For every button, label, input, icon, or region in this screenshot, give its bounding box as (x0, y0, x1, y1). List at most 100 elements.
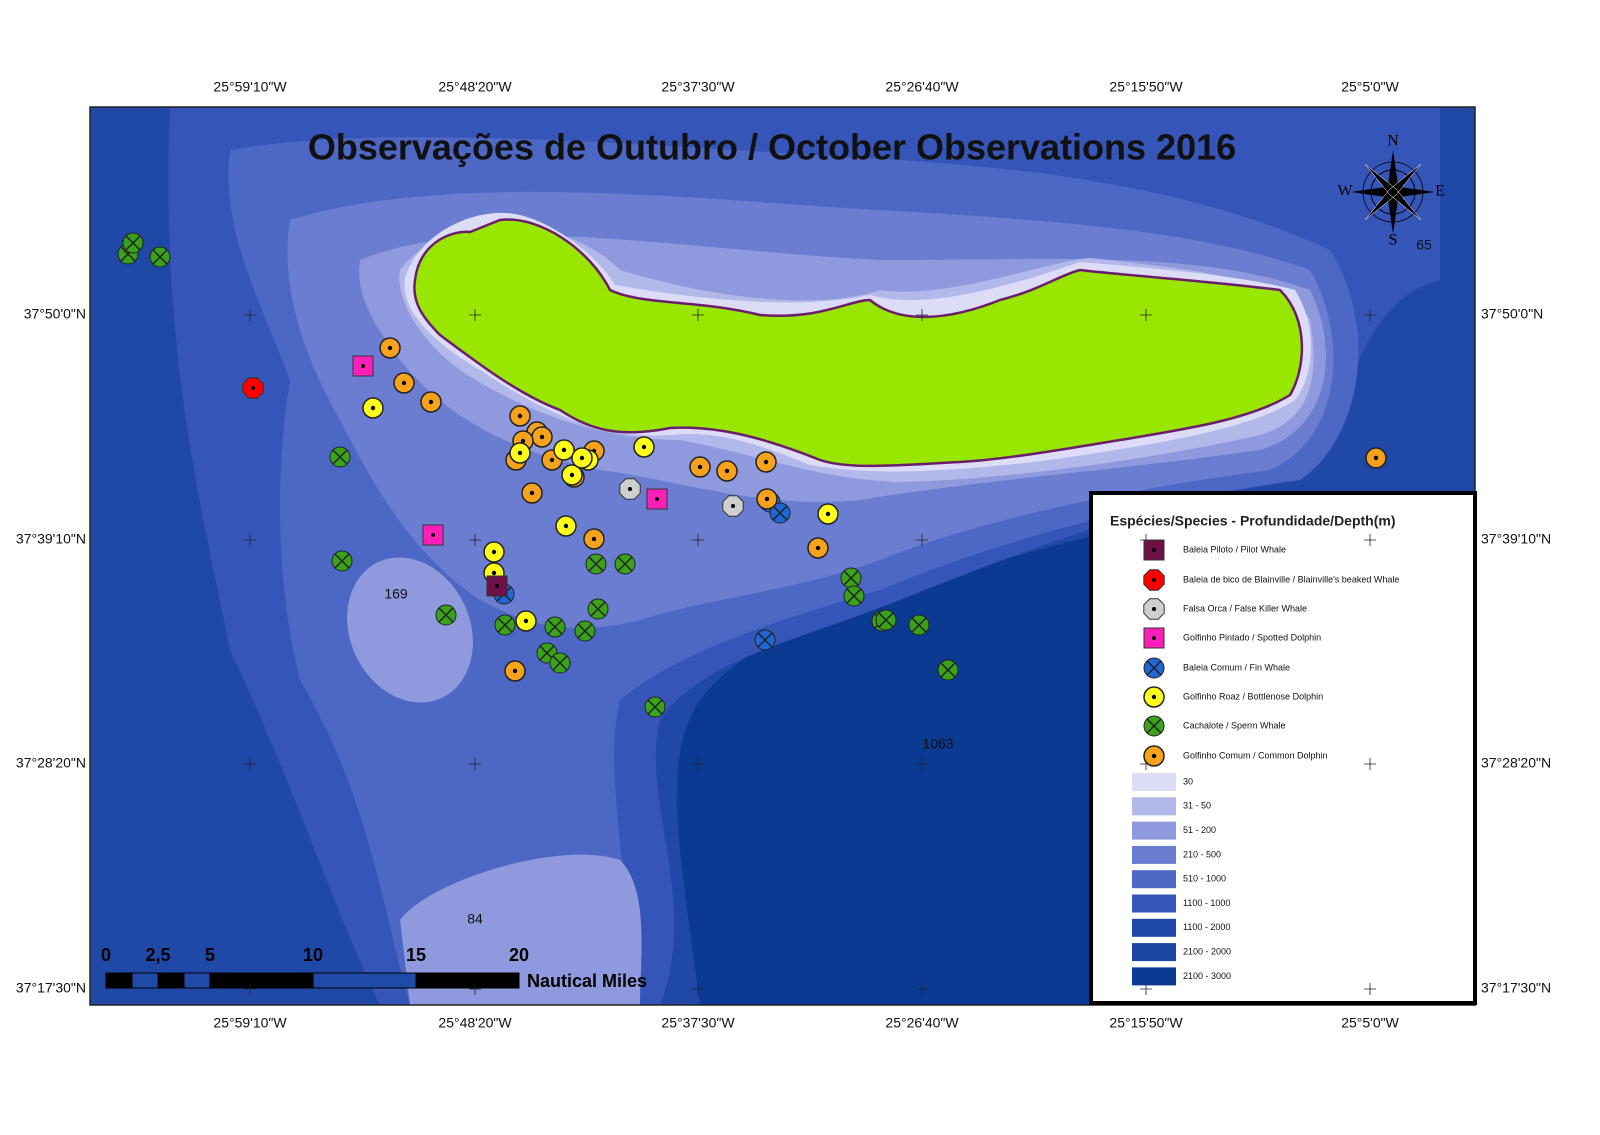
marker (825, 511, 831, 517)
legend-depth-swatch (1132, 797, 1176, 816)
marker (552, 655, 568, 671)
legend-depth: 30 (1183, 776, 1193, 786)
lon-label: 25°26'40"W (885, 1015, 959, 1031)
marker (332, 449, 348, 465)
marker (563, 523, 569, 529)
marker (1152, 636, 1156, 640)
lon-label: 25°15'50"W (1109, 1015, 1183, 1031)
lat-label: 37°17'30"N (16, 980, 86, 996)
marker (815, 545, 821, 551)
marker (495, 584, 499, 588)
marker (523, 618, 529, 624)
graticule-cross (692, 983, 704, 995)
scale-segment (183, 972, 211, 989)
lon-label: 25°5'0"W (1341, 79, 1399, 95)
graticule-cross (1364, 983, 1376, 995)
legend-depth-swatch (1132, 870, 1176, 889)
marker (387, 345, 393, 351)
marker (843, 570, 859, 586)
compass (1351, 150, 1435, 234)
legend-depth: 1100 - 2000 (1183, 922, 1230, 932)
graticule-cross (244, 534, 256, 546)
graticule-cross (469, 983, 481, 995)
legend-depth-swatch (1132, 773, 1176, 791)
marker (772, 505, 788, 521)
legend-depth-swatch (1132, 967, 1176, 986)
marker (655, 497, 659, 501)
marker (591, 536, 597, 542)
marker (724, 468, 730, 474)
lon-label: 25°59'10"W (213, 1015, 287, 1031)
lat-label: 37°28'20"N (1481, 755, 1551, 771)
observations (117, 232, 1387, 718)
legend: Baleia Piloto / Pilot Whale Baleia de bic… (1132, 539, 1399, 986)
marker (517, 413, 523, 419)
marker (647, 699, 663, 715)
graticule-cross (469, 309, 481, 321)
legend-species: Falsa Orca / False Killer Whale (1183, 603, 1307, 613)
compass-e: E (1435, 183, 1445, 200)
marker (491, 549, 497, 555)
marker (628, 487, 632, 491)
graticule-cross (244, 758, 256, 770)
marker (152, 249, 168, 265)
lon-label: 25°37'30"W (661, 79, 735, 95)
marker (1373, 455, 1379, 461)
marker (588, 556, 604, 572)
scale-segment (209, 972, 314, 989)
marker (561, 447, 567, 453)
graticule-cross (1364, 758, 1376, 770)
lon-label: 25°48'20"W (438, 1015, 512, 1031)
marker (878, 612, 894, 628)
legend-depth: 210 - 500 (1183, 849, 1221, 859)
graticule-cross (244, 983, 256, 995)
marker (370, 405, 376, 411)
lat-label: 37°50'0"N (1481, 306, 1543, 322)
marker (1146, 718, 1162, 734)
marker (617, 556, 633, 572)
lat-label: 37°17'30"N (1481, 980, 1551, 996)
legend-depth: 31 - 50 (1183, 801, 1211, 811)
scale-label: 2,5 (145, 945, 170, 965)
marker (940, 662, 956, 678)
legend-depth: 1100 - 1000 (1183, 898, 1230, 908)
compass-s: S (1389, 232, 1398, 249)
legend-depth-swatch (1132, 918, 1176, 937)
graticule-cross (244, 309, 256, 321)
depth-mark: 1063 (922, 736, 953, 752)
marker (1152, 548, 1156, 552)
map-title: Observações de Outubro / October Observa… (308, 127, 1236, 168)
legend-depth: 510 - 1000 (1183, 874, 1226, 884)
bathymetry (90, 107, 1475, 1005)
scale-segment (105, 972, 133, 989)
legend-depth-swatch (1132, 845, 1176, 864)
legend-depth: 2100 - 2000 (1183, 946, 1231, 956)
marker (428, 399, 434, 405)
marker (491, 570, 497, 576)
scale-label: 0 (101, 945, 111, 965)
marker (577, 623, 593, 639)
lon-label: 25°5'0"W (1341, 1015, 1399, 1031)
scale-unit: Nautical Miles (527, 971, 647, 991)
marker (697, 464, 703, 470)
marker (579, 455, 585, 461)
marker (125, 235, 141, 251)
graticule-cross (1140, 309, 1152, 321)
graticule-cross (469, 758, 481, 770)
graticule-cross (916, 983, 928, 995)
marker (497, 617, 513, 633)
legend-species: Cachalote / Sperm Whale (1183, 720, 1286, 730)
scale-segment (415, 972, 520, 989)
graticule-cross (692, 534, 704, 546)
marker (1146, 660, 1162, 676)
lon-label: 25°26'40"W (885, 79, 959, 95)
marker (361, 364, 365, 368)
lon-label: 25°59'10"W (213, 79, 287, 95)
marker (1152, 578, 1156, 582)
compass-w: W (1337, 183, 1353, 200)
scale-label: 5 (205, 945, 215, 965)
marker (517, 450, 523, 456)
marker (549, 457, 555, 463)
graticule-cross (1364, 534, 1376, 546)
graticule-cross (916, 309, 928, 321)
